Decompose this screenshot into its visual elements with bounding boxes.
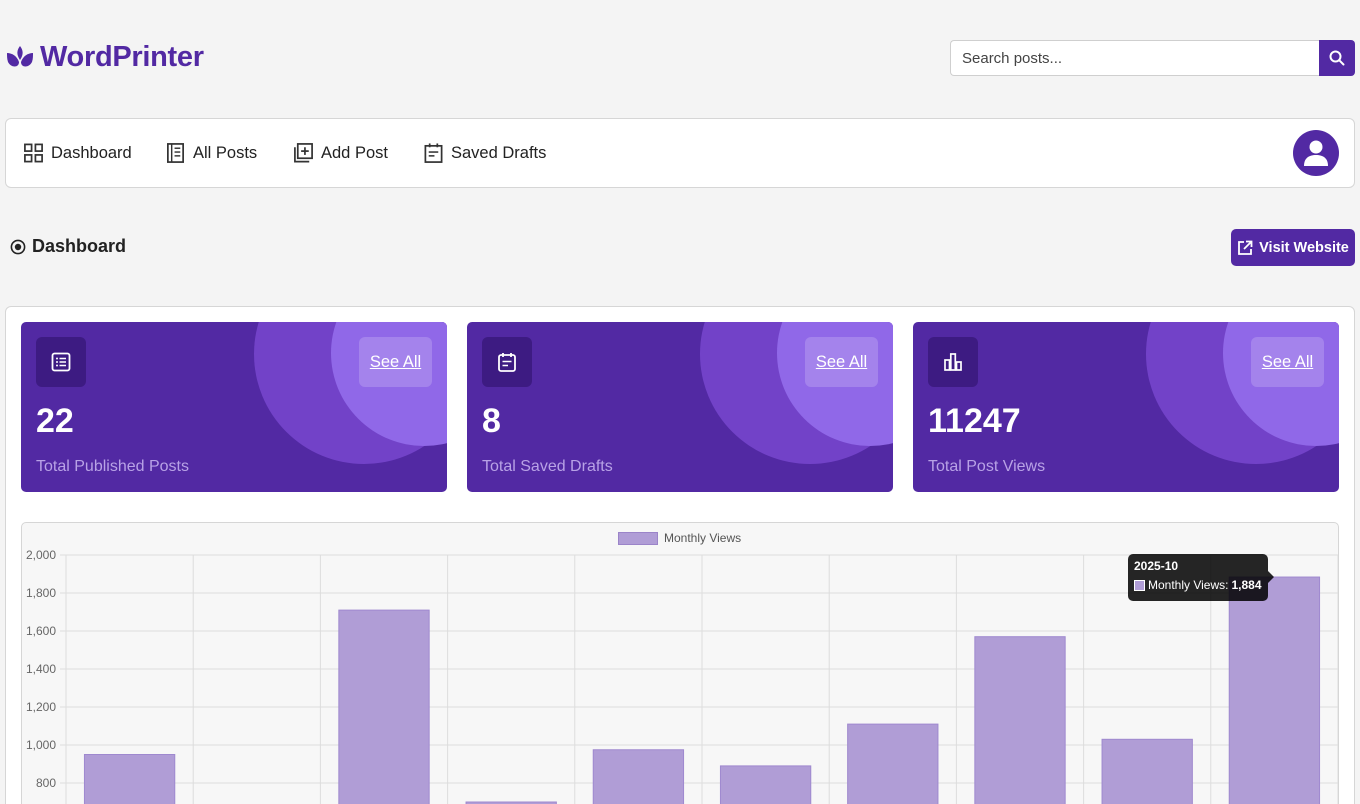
chart-bar bbox=[592, 749, 685, 804]
y-tick-label: 800 bbox=[36, 776, 56, 790]
chart-bar bbox=[974, 636, 1066, 804]
document-icon bbox=[167, 143, 184, 163]
header: WordPrinter bbox=[0, 0, 1360, 118]
search-button[interactable] bbox=[1319, 40, 1355, 76]
chart-bar bbox=[83, 754, 176, 804]
grid-icon bbox=[24, 143, 43, 163]
stat-value: 8 bbox=[482, 402, 501, 440]
stat-card-published: See All 22 Total Published Posts bbox=[21, 322, 447, 492]
stat-label: Total Saved Drafts bbox=[482, 458, 613, 475]
stat-card-views: See All 11247 Total Post Views bbox=[913, 322, 1339, 492]
chart-bar bbox=[338, 609, 430, 804]
monthly-views-chart: 800 1,000 1,200 1,400 1,600 1,800 2,000 Monthl… bbox=[21, 522, 1339, 804]
y-tick-label: 1,600 bbox=[26, 624, 56, 638]
y-tick-label: 2,000 bbox=[26, 548, 56, 562]
y-tick-label: 1,400 bbox=[26, 662, 56, 676]
tooltip-title: 2025-10 bbox=[1134, 559, 1179, 573]
chart-legend[interactable]: Monthly Views bbox=[618, 531, 741, 545]
chart-bar bbox=[847, 723, 939, 804]
add-post-icon bbox=[294, 143, 313, 163]
chart-plot: 800 1,000 1,200 1,400 1,600 1,800 2,000 bbox=[26, 548, 1338, 804]
stat-value: 11247 bbox=[928, 402, 1021, 440]
bar-chart-icon bbox=[944, 353, 962, 371]
nav-label: Add Post bbox=[321, 143, 388, 162]
chart-bar bbox=[719, 765, 812, 804]
chart-bar bbox=[1228, 576, 1321, 804]
card-icon-box bbox=[482, 337, 532, 387]
search-bar bbox=[950, 40, 1355, 76]
nav-label: Dashboard bbox=[51, 143, 132, 162]
chart-tooltip: 2025-10 Monthly Views: 1,884 bbox=[1128, 554, 1274, 601]
main-nav: Dashboard All Posts Add Post Saved Draft… bbox=[5, 118, 1355, 188]
see-all-link[interactable]: See All bbox=[1251, 337, 1324, 387]
target-icon bbox=[10, 239, 26, 254]
legend-swatch bbox=[618, 531, 658, 545]
search-input[interactable] bbox=[950, 40, 1319, 76]
nav-label: Saved Drafts bbox=[451, 143, 547, 162]
nav-item-saved-drafts[interactable]: Saved Drafts bbox=[423, 142, 546, 164]
list-icon bbox=[51, 352, 71, 372]
lotus-logo-icon bbox=[6, 40, 34, 74]
legend-label: Monthly Views bbox=[664, 531, 742, 545]
visit-website-button[interactable]: Visit Website bbox=[1231, 229, 1355, 266]
calendar-icon bbox=[424, 143, 443, 163]
card-icon-box bbox=[928, 337, 978, 387]
stat-card-drafts: See All 8 Total Saved Drafts bbox=[467, 322, 893, 492]
calendar-icon bbox=[498, 353, 516, 372]
nav-item-add-post[interactable]: Add Post bbox=[293, 142, 388, 164]
see-all-link[interactable]: See All bbox=[359, 337, 432, 387]
tooltip-swatch bbox=[1134, 579, 1145, 591]
y-tick-label: 1,200 bbox=[26, 700, 56, 714]
user-icon bbox=[1304, 140, 1328, 166]
tooltip-value: 1,884 bbox=[1231, 578, 1262, 592]
user-avatar[interactable] bbox=[1293, 130, 1339, 176]
chart-bar bbox=[465, 801, 557, 804]
see-all-link[interactable]: See All bbox=[805, 337, 878, 387]
stat-label: Total Published Posts bbox=[36, 458, 189, 475]
stat-label: Total Post Views bbox=[928, 458, 1046, 475]
search-icon bbox=[1329, 50, 1345, 66]
y-tick-label: 1,800 bbox=[26, 586, 56, 600]
tooltip-series-label: Monthly Views: bbox=[1148, 578, 1229, 592]
nav-label: All Posts bbox=[193, 143, 258, 162]
stat-value: 22 bbox=[36, 402, 74, 440]
brand[interactable]: WordPrinter bbox=[6, 40, 204, 74]
nav-item-all-posts[interactable]: All Posts bbox=[165, 142, 257, 164]
page-title-text: Dashboard bbox=[32, 236, 127, 256]
card-icon-box bbox=[36, 337, 86, 387]
nav-item-dashboard[interactable]: Dashboard bbox=[23, 142, 132, 164]
app-name: WordPrinter bbox=[40, 40, 204, 73]
page-title: Dashboard bbox=[10, 236, 126, 257]
external-link-icon bbox=[1238, 240, 1253, 255]
chart-bar bbox=[1101, 738, 1193, 804]
y-tick-label: 1,000 bbox=[26, 738, 56, 752]
visit-website-label: Visit Website bbox=[1259, 239, 1349, 256]
